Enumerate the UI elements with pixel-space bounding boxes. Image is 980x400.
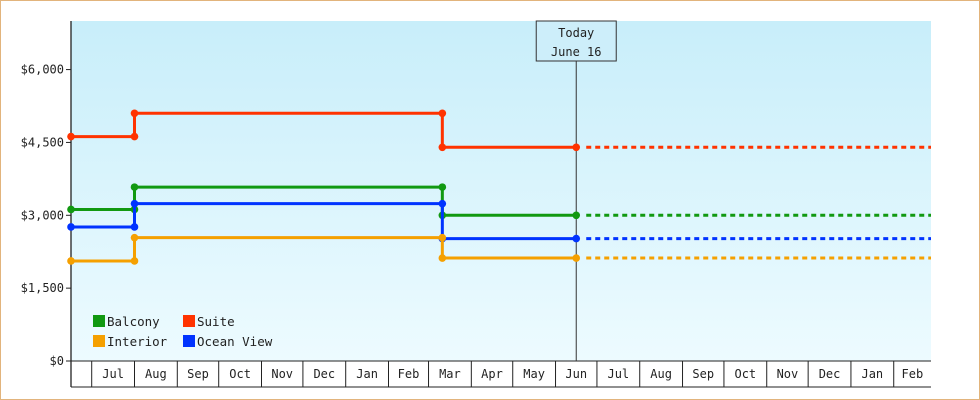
data-point xyxy=(130,233,139,242)
x-tick-label: Oct xyxy=(734,367,756,381)
legend-swatch xyxy=(93,315,105,327)
series-ocean-view xyxy=(67,199,931,243)
legend-label: Ocean View xyxy=(197,334,273,349)
series-line-balcony xyxy=(71,185,577,217)
legend: Balcony Suite Interior Ocean View xyxy=(93,314,273,349)
y-tick-label: $3,000 xyxy=(21,208,64,222)
today-label-box xyxy=(535,20,617,62)
legend-label: Balcony xyxy=(107,314,160,329)
today-date-label: June 16 xyxy=(551,45,602,59)
data-point xyxy=(438,254,447,262)
data-point xyxy=(130,257,139,265)
x-tick-label: Mar xyxy=(439,367,461,381)
data-point xyxy=(438,183,447,191)
y-tick-label: $4,500 xyxy=(21,135,64,149)
legend-swatch xyxy=(183,335,195,347)
data-point xyxy=(67,132,75,141)
data-point xyxy=(438,109,447,118)
data-point xyxy=(438,143,447,152)
x-tick-label: Jul xyxy=(102,367,124,381)
data-point xyxy=(130,109,139,118)
data-point xyxy=(130,199,139,208)
legend-label: Interior xyxy=(107,334,168,349)
x-tick-label: Aug xyxy=(650,367,672,381)
axes: $0 $1,500 $3,000 $4,500 $6,000 Jul Aug Sep Oct No… xyxy=(21,21,931,388)
legend-swatch xyxy=(93,335,105,347)
x-tick-label: Jul xyxy=(607,367,629,381)
x-tick-label: Sep xyxy=(187,367,209,381)
series-lines xyxy=(67,109,931,265)
series-balcony xyxy=(67,183,931,220)
data-point xyxy=(67,223,75,231)
data-point xyxy=(67,257,75,265)
data-point xyxy=(572,254,581,262)
data-point xyxy=(572,143,581,152)
x-tick-label: Dec xyxy=(313,367,335,381)
data-point xyxy=(130,223,139,231)
x-tick-label: Jun xyxy=(565,367,587,381)
data-point xyxy=(572,211,581,220)
x-tick-label: Sep xyxy=(692,367,714,381)
series-line-interior xyxy=(71,236,577,263)
today-marker: Today June 16 xyxy=(535,20,617,361)
x-tick-label: Feb xyxy=(398,367,420,381)
data-point xyxy=(67,205,75,214)
x-tick-label: Nov xyxy=(271,367,293,381)
series-suite xyxy=(67,109,931,152)
x-tick-label: Dec xyxy=(819,367,841,381)
x-tick-label: Aug xyxy=(145,367,167,381)
legend-label: Suite xyxy=(197,314,235,329)
series-line-suite xyxy=(71,111,577,149)
y-tick-label: $6,000 xyxy=(21,63,64,77)
data-point xyxy=(572,234,581,243)
x-tick-label: May xyxy=(523,367,545,381)
x-tick-label: Feb xyxy=(902,367,924,381)
plot-background xyxy=(71,21,931,361)
data-point xyxy=(130,132,139,141)
series-line-ocean-view xyxy=(71,202,577,241)
y-tick-label: $1,500 xyxy=(21,281,64,295)
x-tick-label: Jan xyxy=(861,367,883,381)
x-tick-label: Oct xyxy=(229,367,251,381)
data-point xyxy=(438,199,447,208)
y-tick-label: $0 xyxy=(50,354,64,368)
today-label: Today xyxy=(558,26,594,40)
x-tick-label: Apr xyxy=(481,367,503,381)
data-point xyxy=(438,233,447,242)
legend-swatch xyxy=(183,315,195,327)
x-tick-label: Nov xyxy=(777,367,799,381)
data-point xyxy=(130,183,139,191)
series-interior xyxy=(67,233,931,265)
x-tick-label: Jan xyxy=(356,367,378,381)
